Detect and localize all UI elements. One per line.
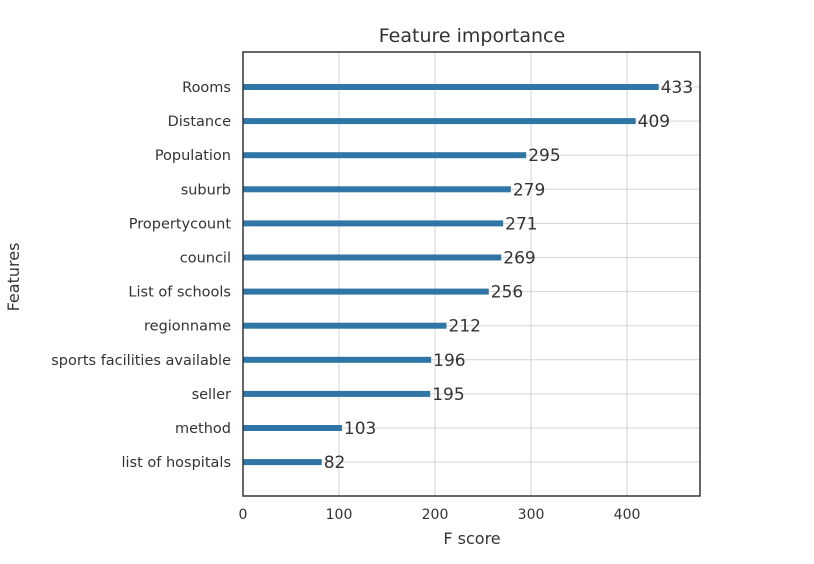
x-tick-label: 300 bbox=[518, 507, 545, 523]
bar-value-label: 433 bbox=[661, 78, 693, 98]
category-label: Rooms bbox=[182, 80, 231, 96]
bar-value-label: 256 bbox=[491, 283, 523, 303]
chart-title: Feature importance bbox=[379, 25, 565, 47]
bar bbox=[243, 356, 432, 363]
bar bbox=[243, 84, 659, 90]
bar bbox=[243, 254, 502, 261]
bars bbox=[243, 84, 659, 466]
y-axis-label: Features bbox=[4, 243, 23, 312]
bar bbox=[243, 186, 511, 193]
bar-value-label: 196 bbox=[433, 351, 465, 371]
bar bbox=[243, 118, 636, 125]
x-axis-label: F score bbox=[443, 529, 500, 548]
category-label: sports facilities available bbox=[51, 353, 231, 369]
bar-value-label: 103 bbox=[344, 419, 376, 439]
bar-value-label: 195 bbox=[432, 385, 464, 405]
category-label: council bbox=[180, 251, 231, 267]
bar-value-label: 82 bbox=[324, 453, 346, 473]
bar-value-label: 295 bbox=[528, 146, 560, 166]
bar-value-labels: 433 409 295 279 271 269 256 212 196 195 103 82 bbox=[324, 78, 693, 473]
x-tick-label: 100 bbox=[326, 507, 353, 523]
category-label: Propertycount bbox=[129, 216, 232, 232]
plot-frame bbox=[242, 51, 701, 497]
category-label: Distance bbox=[168, 114, 231, 130]
bar bbox=[243, 288, 489, 295]
category-label: List of schools bbox=[128, 285, 231, 301]
category-label: method bbox=[175, 421, 231, 437]
category-labels: Rooms Distance Population suburb Propertycou… bbox=[51, 80, 231, 471]
bar bbox=[243, 220, 504, 227]
x-tick-label: 0 bbox=[239, 507, 248, 523]
category-label: seller bbox=[192, 387, 231, 403]
bar-value-label: 409 bbox=[638, 112, 670, 132]
category-label: list of hospitals bbox=[122, 455, 232, 471]
bar bbox=[243, 322, 447, 329]
category-label: Population bbox=[155, 148, 231, 164]
x-tick-labels: 0 100 200 300 400 bbox=[239, 507, 641, 523]
bar bbox=[243, 459, 322, 466]
category-label: regionname bbox=[144, 319, 231, 335]
bar bbox=[243, 425, 342, 431]
category-label: suburb bbox=[181, 182, 231, 198]
bar bbox=[243, 390, 431, 397]
bar-value-label: 271 bbox=[505, 214, 537, 234]
bar-value-label: 212 bbox=[449, 317, 481, 337]
x-tick-label: 400 bbox=[614, 507, 641, 523]
bar-value-label: 279 bbox=[513, 180, 545, 200]
bar-value-label: 269 bbox=[503, 249, 535, 269]
bar bbox=[243, 152, 527, 159]
x-tick-label: 200 bbox=[422, 507, 449, 523]
